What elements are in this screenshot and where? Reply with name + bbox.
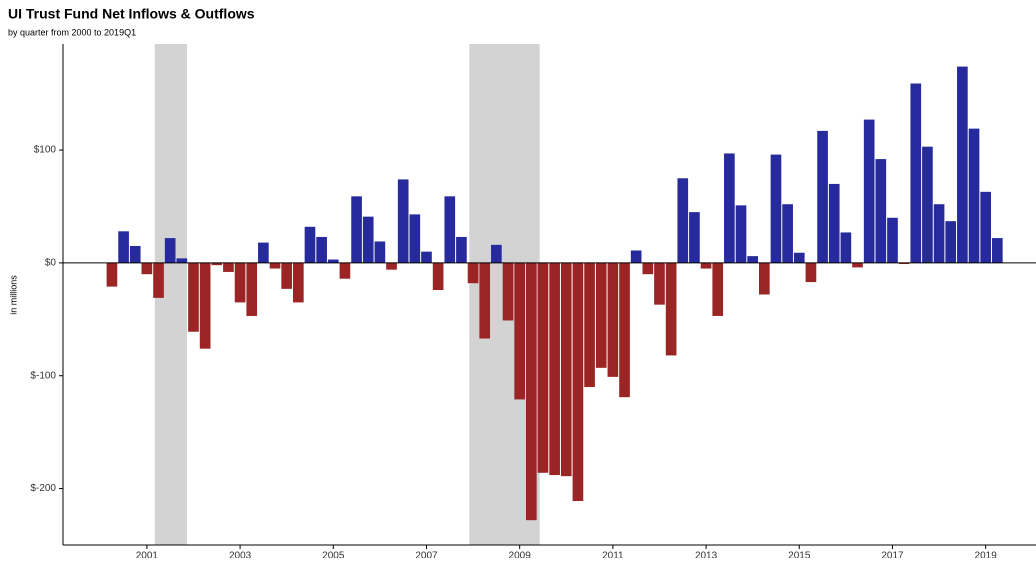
bar xyxy=(153,262,164,298)
bar xyxy=(875,159,887,263)
bar xyxy=(258,242,269,263)
bar xyxy=(724,153,735,263)
x-tick-label: 2011 xyxy=(602,551,624,558)
bar xyxy=(572,262,584,501)
x-tick-label: 2015 xyxy=(788,551,811,558)
x-tick-label: 2009 xyxy=(509,551,532,558)
bar xyxy=(502,262,514,321)
bar xyxy=(141,262,153,275)
y-tick-label: $-200 xyxy=(30,483,56,494)
bar xyxy=(910,83,922,263)
bar xyxy=(805,262,817,283)
bar xyxy=(840,232,852,263)
bar xyxy=(223,262,234,272)
bar xyxy=(339,262,351,279)
x-tick-label: 2001 xyxy=(136,551,159,558)
y-tick-label: $100 xyxy=(34,145,57,156)
bar xyxy=(397,179,409,263)
bar xyxy=(817,130,828,263)
bar xyxy=(118,231,129,263)
bar xyxy=(689,212,700,263)
bar xyxy=(106,262,118,287)
bar xyxy=(129,245,141,263)
bar xyxy=(898,262,910,265)
bar xyxy=(351,196,362,263)
chart-subtitle: by quarter from 2000 to 2019Q1 xyxy=(8,27,136,37)
bar xyxy=(211,262,223,266)
x-tick-label: 2019 xyxy=(975,551,998,558)
bar xyxy=(199,262,211,349)
bar xyxy=(933,204,945,263)
bar xyxy=(665,262,677,356)
bar xyxy=(945,221,957,263)
x-tick-label: 2013 xyxy=(695,551,718,558)
bar xyxy=(619,262,630,398)
x-tick-label: 2005 xyxy=(322,551,345,558)
bar xyxy=(735,205,747,263)
bar xyxy=(246,262,258,316)
y-axis-label: in millions xyxy=(8,275,18,315)
bar xyxy=(316,236,327,263)
bar xyxy=(456,236,467,263)
bar xyxy=(304,226,316,263)
bar xyxy=(176,258,188,263)
bar xyxy=(991,238,1003,263)
bar xyxy=(584,262,595,388)
bar xyxy=(922,146,933,263)
bar xyxy=(630,250,642,263)
bar xyxy=(479,262,491,339)
bar xyxy=(467,262,479,284)
bar xyxy=(526,262,537,521)
bar xyxy=(362,216,374,263)
x-tick-label: 2003 xyxy=(229,551,252,558)
bar xyxy=(957,66,968,263)
bar xyxy=(793,252,805,263)
bar xyxy=(421,251,432,263)
bar xyxy=(642,262,654,275)
bar xyxy=(234,262,246,303)
bar xyxy=(560,262,572,477)
bar xyxy=(782,204,793,263)
bar xyxy=(747,256,758,263)
bar xyxy=(327,259,339,263)
bar xyxy=(293,262,304,303)
bar xyxy=(980,191,991,263)
bar xyxy=(852,262,863,268)
bar xyxy=(677,178,689,263)
bar xyxy=(188,262,199,332)
bar xyxy=(887,217,898,263)
bar xyxy=(537,262,549,473)
y-tick-label: $0 xyxy=(45,258,57,269)
bar xyxy=(374,241,386,263)
bar xyxy=(712,262,724,316)
bar xyxy=(432,262,444,290)
bar xyxy=(491,244,502,263)
bar xyxy=(386,262,397,270)
bar xyxy=(828,183,840,263)
bar xyxy=(863,119,875,263)
bar xyxy=(595,262,607,368)
bar xyxy=(281,262,293,289)
bar xyxy=(269,262,281,269)
chart-title: UI Trust Fund Net Inflows & Outflows xyxy=(8,6,255,22)
bar xyxy=(758,262,770,295)
bar xyxy=(549,262,560,476)
x-tick-label: 2007 xyxy=(415,551,438,558)
bar xyxy=(444,196,456,263)
bar xyxy=(514,262,526,400)
x-tick-label: 2017 xyxy=(881,551,904,558)
bar xyxy=(770,154,782,263)
bar xyxy=(654,262,665,305)
bar xyxy=(607,262,619,377)
bar xyxy=(164,238,176,263)
bar xyxy=(700,262,712,269)
bar xyxy=(409,214,421,263)
bar xyxy=(968,128,980,263)
y-tick-label: $-100 xyxy=(30,370,56,381)
